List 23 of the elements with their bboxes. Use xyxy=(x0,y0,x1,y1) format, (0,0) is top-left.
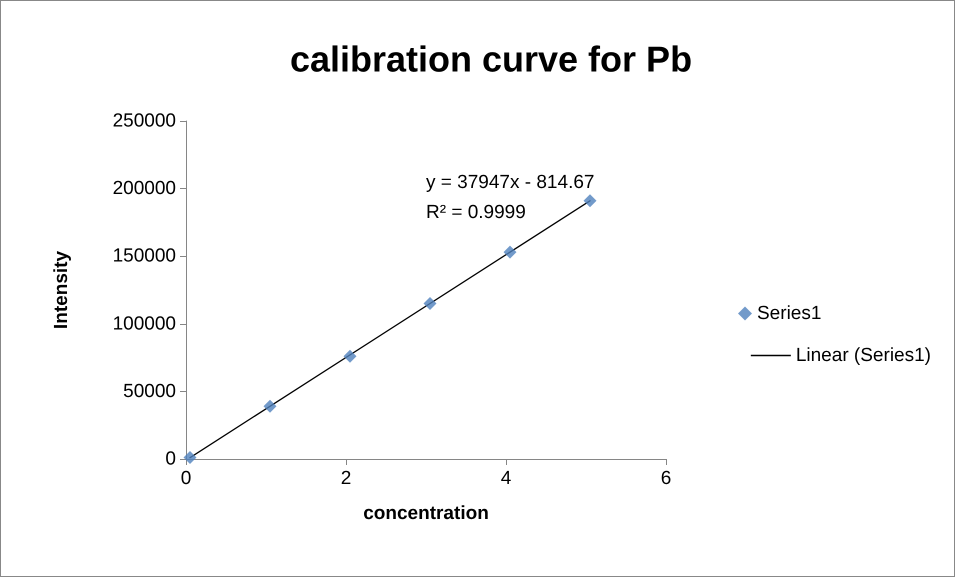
point xyxy=(584,194,596,208)
y-tick-label: 200000 xyxy=(112,178,176,200)
x-tick-label: 6 xyxy=(660,468,672,489)
x-tick-label: 4 xyxy=(500,468,512,489)
legend-label: Linear (Series1) xyxy=(796,345,931,366)
legend-label: Series1 xyxy=(757,303,822,324)
point xyxy=(264,400,276,413)
y-axis-title: Intensity xyxy=(51,250,72,330)
point xyxy=(344,350,356,363)
y-tick-label: 50000 xyxy=(123,380,176,402)
y-tick-label: 250000 xyxy=(112,110,176,132)
point xyxy=(504,246,516,259)
point xyxy=(424,297,436,310)
point xyxy=(184,451,196,464)
x-tick-label: 2 xyxy=(340,468,352,489)
chart-title: calibration curve for Pb xyxy=(290,38,692,80)
y-tick-label: 150000 xyxy=(112,246,176,267)
y-tick-label: 0 xyxy=(165,448,176,470)
annotation: y = 37947x - 814.67 xyxy=(426,172,594,193)
annotation: R² = 0.9999 xyxy=(426,202,526,223)
x-axis-title: concentration xyxy=(363,503,489,524)
y-tick-label: 100000 xyxy=(112,313,176,334)
x-tick-label: 0 xyxy=(180,468,192,489)
